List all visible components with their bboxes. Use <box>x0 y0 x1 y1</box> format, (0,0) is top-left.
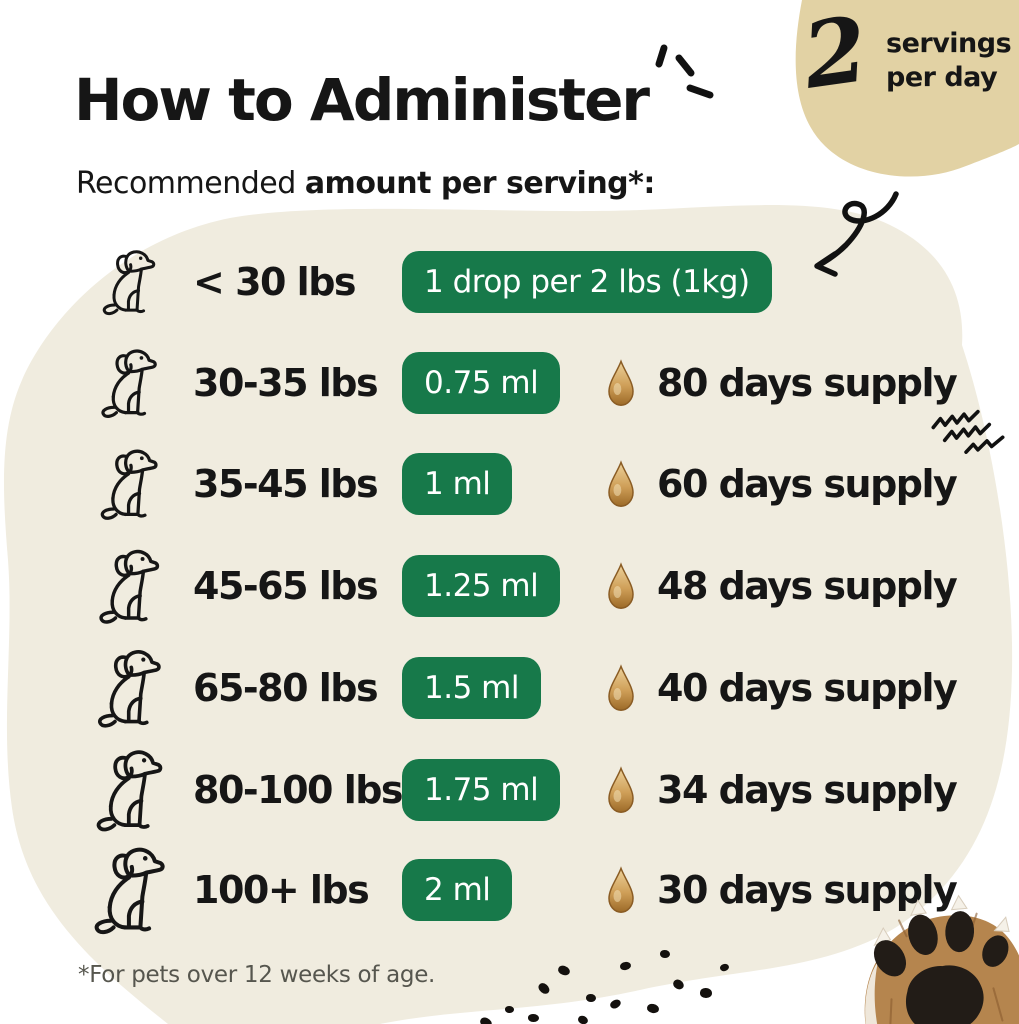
dose-badge: 1 drop per 2 lbs (1kg) <box>402 251 772 313</box>
dosage-row: 65-80 lbs 1.5 ml 40 days supply <box>75 638 1019 738</box>
oil-drop-icon <box>608 665 634 711</box>
servings-line1: servings <box>886 28 1012 59</box>
dog-paw-photo <box>864 894 1019 1024</box>
supply-label: 30 days supply <box>657 868 958 912</box>
dosage-row: < 30 lbs 1 drop per 2 lbs (1kg) <box>75 232 1019 332</box>
weight-label: 65-80 lbs <box>193 666 379 710</box>
servings-label: servings per day <box>886 27 1012 95</box>
weight-label: 35-45 lbs <box>193 462 379 506</box>
dog-line-art-icon <box>75 333 179 433</box>
dose-badge: 1.5 ml <box>402 657 541 719</box>
dose-badge: 1.25 ml <box>402 555 561 617</box>
dosage-row: 30-35 lbs 0.75 ml 80 days supply <box>75 333 1019 433</box>
oil-drop-icon <box>608 461 634 507</box>
dose-badge: 0.75 ml <box>402 352 561 414</box>
emphasis-marks-icon <box>655 44 714 99</box>
page-title: How to Administer <box>74 66 650 134</box>
tan-blob <box>795 0 1019 177</box>
dog-line-art-icon <box>75 536 179 636</box>
dog-line-art-icon <box>75 638 179 738</box>
ink-dot <box>528 1014 539 1022</box>
dog-line-art-icon <box>75 434 179 534</box>
servings-line2: per day <box>886 62 998 93</box>
dose-badge: 1.75 ml <box>402 759 561 821</box>
supply-label: 34 days supply <box>657 768 958 812</box>
oil-drop-icon <box>608 767 634 813</box>
dosage-row: 35-45 lbs 1 ml 60 days supply <box>75 434 1019 534</box>
weight-label: 30-35 lbs <box>193 361 379 405</box>
dosage-row: 100+ lbs 2 ml 30 days supply <box>75 840 1019 940</box>
dosage-row: 80-100 lbs 1.75 ml 34 days supply <box>75 740 1019 840</box>
supply-label: 60 days supply <box>657 462 958 506</box>
servings-count: 2 <box>796 0 874 110</box>
supply-label: 80 days supply <box>657 361 958 405</box>
subtitle-suffix: : <box>643 166 655 201</box>
dog-line-art-icon <box>75 840 179 940</box>
squiggle-marks-icon <box>931 409 1005 454</box>
oil-drop-icon <box>608 867 634 913</box>
weight-label: 100+ lbs <box>193 868 370 912</box>
ink-dot <box>700 988 712 998</box>
ink-dot <box>660 950 670 958</box>
page-subtitle: Recommended amount per serving*: <box>76 166 655 201</box>
dog-line-art-icon <box>75 232 179 332</box>
dose-badge: 1 ml <box>402 453 513 515</box>
supply-label: 40 days supply <box>657 666 958 710</box>
footnote: *For pets over 12 weeks of age. <box>78 962 436 988</box>
subtitle-bold: amount per serving* <box>304 166 644 201</box>
weight-label: < 30 lbs <box>193 260 357 304</box>
hand-drawn-arrow-icon <box>814 191 899 277</box>
dosage-row: 45-65 lbs 1.25 ml 48 days supply <box>75 536 1019 636</box>
ink-dot <box>505 1006 514 1013</box>
dose-badge: 2 ml <box>402 859 513 921</box>
oil-drop-icon <box>608 563 634 609</box>
ink-dot <box>586 994 596 1002</box>
subtitle-regular: Recommended <box>76 166 305 201</box>
oil-drop-icon <box>608 360 634 406</box>
supply-label: 48 days supply <box>657 564 958 608</box>
weight-label: 45-65 lbs <box>193 564 379 608</box>
weight-label: 80-100 lbs <box>193 768 404 812</box>
dog-line-art-icon <box>75 740 179 840</box>
